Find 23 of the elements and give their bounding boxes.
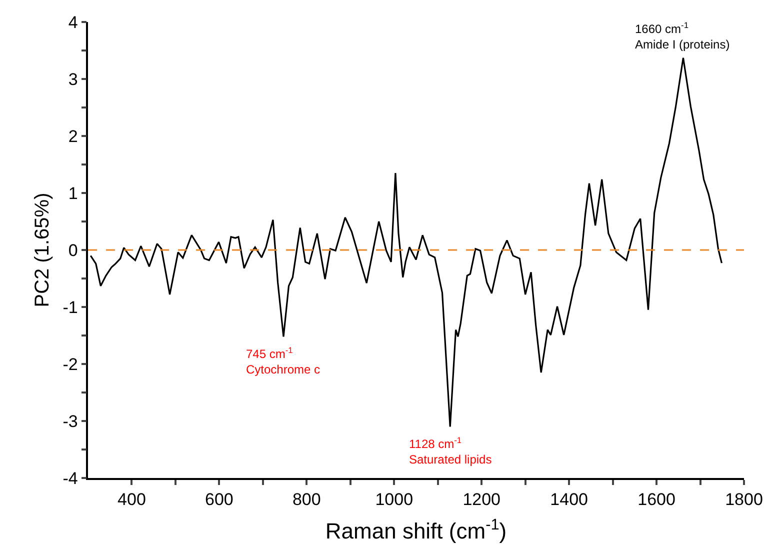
y-tick-label: 3 bbox=[68, 70, 78, 89]
x-tick-label: 1000 bbox=[375, 490, 414, 510]
annotation: 1128 cm$^{-1}$ Saturated lipids bbox=[409, 435, 492, 467]
line-series bbox=[90, 57, 722, 428]
x-tick-label: 800 bbox=[292, 490, 321, 510]
x-axis-title: Raman shift (cm$^{-1}$) bbox=[325, 516, 507, 544]
annotation: 745 cm$^{-1}$ Cytochrome c bbox=[246, 345, 320, 377]
y-tick-label: -4 bbox=[62, 468, 78, 488]
x-tick-label: 1200 bbox=[462, 490, 501, 510]
x-tick-label: 1600 bbox=[638, 490, 676, 510]
x-tick-label: 1800 bbox=[725, 490, 763, 510]
y-tick-label: 4 bbox=[68, 12, 78, 32]
y-tick-label: 0 bbox=[68, 240, 78, 260]
x-tick-label: 600 bbox=[205, 490, 234, 510]
x-tick-label: 1400 bbox=[550, 490, 588, 510]
y-tick-label: -2 bbox=[62, 354, 78, 374]
annotation: 1660 cm$^{-1}$ Amide I (proteins) bbox=[635, 20, 730, 52]
y-tick-label: -1 bbox=[62, 298, 78, 317]
y-tick-label: 2 bbox=[68, 126, 78, 146]
x-tick-label: 400 bbox=[118, 490, 146, 510]
y-tick-label: -3 bbox=[62, 412, 78, 431]
y-tick-label: 1 bbox=[68, 184, 78, 203]
y-axis-title: PC2 (1.65%) bbox=[32, 192, 54, 308]
